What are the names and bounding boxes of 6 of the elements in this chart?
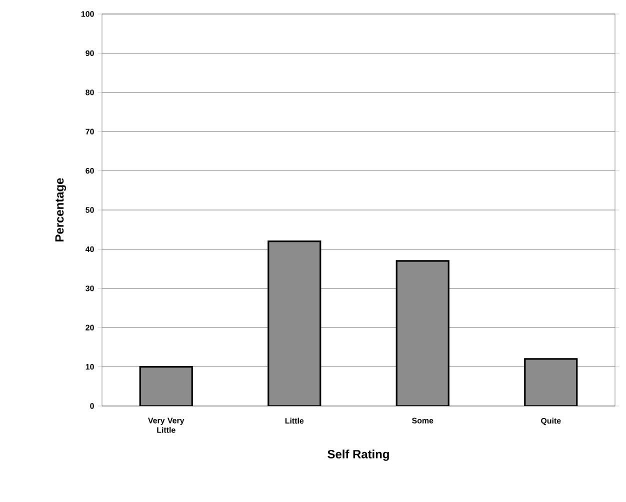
y-axis-title: Percentage: [55, 178, 66, 242]
x-axis-title: Self Rating: [328, 450, 389, 461]
bar: [396, 260, 450, 406]
bar: [524, 358, 578, 406]
bar: [139, 366, 193, 406]
bar: [268, 240, 322, 406]
